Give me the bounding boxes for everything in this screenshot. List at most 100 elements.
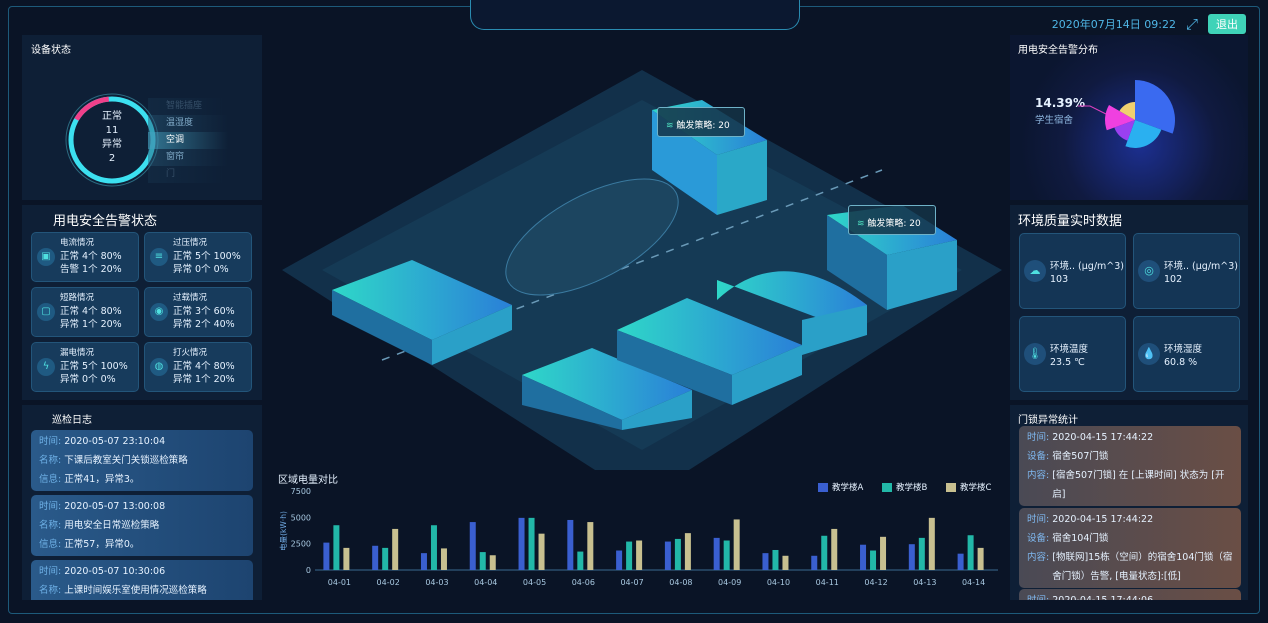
bar-教学楼B[interactable] <box>382 547 389 570</box>
bar-教学楼A[interactable] <box>713 537 720 570</box>
device-type-item[interactable]: 窗帘 <box>148 149 228 166</box>
bar-教学楼B[interactable] <box>772 549 779 570</box>
legend-item[interactable]: 教学楼A <box>818 481 863 493</box>
patrol-log-item[interactable]: 时间: 2020-05-07 23:10:04 名称: 下课后教室关门关锁巡检策略… <box>31 430 253 491</box>
x-tick-label: 04-09 <box>718 578 741 587</box>
bar-教学楼B[interactable] <box>577 551 584 570</box>
env-value: 60.8 % <box>1164 357 1198 368</box>
x-tick-label: 04-06 <box>572 578 595 587</box>
y-tick-label: 7500 <box>291 487 311 496</box>
env-card[interactable]: ◎ 环境.. (μg/m^3) 102 <box>1133 233 1240 309</box>
building <box>332 260 512 365</box>
device-type-item[interactable]: 智能插座 <box>148 98 228 115</box>
layers-icon: ≋ <box>857 219 868 229</box>
bar-教学楼B[interactable] <box>870 550 877 570</box>
env-label: 环境湿度 <box>1164 344 1203 355</box>
x-tick-label: 04-11 <box>816 578 839 587</box>
pie-label-value: 14.39% <box>1035 96 1085 110</box>
x-tick-label: 04-08 <box>669 578 692 587</box>
bar-教学楼C[interactable] <box>538 533 545 570</box>
legend-item[interactable]: 教学楼B <box>882 481 927 493</box>
overload-icon: ◉ <box>150 303 168 321</box>
bar-教学楼B[interactable] <box>333 525 340 570</box>
bar-教学楼B[interactable] <box>674 538 681 570</box>
x-tick-label: 04-13 <box>913 578 936 587</box>
pie-slice[interactable] <box>1105 105 1135 131</box>
bar-教学楼C[interactable] <box>928 517 935 570</box>
pie-label-name: 学生宿舍 <box>1035 115 1074 126</box>
humidity-icon: 💧 <box>1138 343 1160 365</box>
panel-title: 设备状态 <box>31 45 71 56</box>
bar-教学楼B[interactable] <box>723 540 730 570</box>
bar-教学楼C[interactable] <box>733 519 740 570</box>
building-strategy-tag[interactable]: ≋ 触发策略: 20 <box>657 107 745 137</box>
building <box>717 271 867 355</box>
bar-教学楼C[interactable] <box>636 540 643 570</box>
bar-教学楼B[interactable] <box>967 535 974 570</box>
bar-教学楼C[interactable] <box>977 547 984 570</box>
bar-教学楼C[interactable] <box>343 547 350 570</box>
device-status-summary: 正常 11 异常 2 <box>102 111 122 164</box>
alarm-card[interactable]: ≡ 过压情况 正常 5个 100% 异常 0个 0% <box>144 232 252 282</box>
alarm-card[interactable]: ϟ 漏电情况 正常 5个 100% 异常 0个 0% <box>31 342 139 392</box>
bar-教学楼C[interactable] <box>489 555 496 570</box>
alarm-card-line2: 告警 1个 20% <box>60 264 122 275</box>
bar-教学楼C[interactable] <box>831 528 838 570</box>
env-card[interactable]: ☁ 环境.. (μg/m^3) 103 <box>1019 233 1126 309</box>
bar-教学楼A[interactable] <box>469 522 476 570</box>
expand-icon[interactable]: ⤢ <box>1185 15 1198 33</box>
bar-教学楼C[interactable] <box>684 533 691 570</box>
bar-教学楼A[interactable] <box>762 553 769 570</box>
bar-教学楼A[interactable] <box>957 553 964 570</box>
campus-3d-scene <box>282 70 1002 470</box>
device-type-item[interactable]: 温湿度 <box>148 115 228 132</box>
bar-教学楼A[interactable] <box>372 545 379 570</box>
alarm-distribution-rose-chart <box>1105 80 1175 148</box>
device-type-item-selected[interactable]: 空调 <box>148 132 228 149</box>
alarm-card[interactable]: ◍ 打火情况 正常 4个 80% 异常 1个 20% <box>144 342 252 392</box>
alarm-card[interactable]: ▣ 电流情况 正常 4个 80% 告警 1个 20% <box>31 232 139 282</box>
bar-教学楼A[interactable] <box>518 517 525 570</box>
bar-教学楼A[interactable] <box>908 544 915 570</box>
env-label: 环境.. (μg/m^3) <box>1164 261 1239 272</box>
bar-教学楼A[interactable] <box>616 550 623 570</box>
bar-教学楼B[interactable] <box>626 541 633 570</box>
bar-教学楼A[interactable] <box>323 542 330 570</box>
alarm-card[interactable]: ▢ 短路情况 正常 4个 80% 异常 1个 20% <box>31 287 139 337</box>
bar-教学楼B[interactable] <box>918 537 925 570</box>
bar-教学楼C[interactable] <box>440 548 447 570</box>
leakage-icon: ϟ <box>37 358 55 376</box>
pie-slice[interactable] <box>1119 102 1135 120</box>
x-tick-label: 04-14 <box>962 578 985 587</box>
logout-button[interactable]: 退出 <box>1208 14 1246 34</box>
bar-教学楼A[interactable] <box>420 553 427 570</box>
alarm-card-line1: 正常 5个 100% <box>60 361 128 372</box>
short-circuit-icon: ▢ <box>37 303 55 321</box>
pie-slice[interactable] <box>1135 80 1175 134</box>
pie-slice[interactable] <box>1125 120 1162 148</box>
env-card[interactable]: 🌡 环境温度 23.5 ℃ <box>1019 316 1126 392</box>
alarm-card-line2: 异常 2个 40% <box>173 319 235 330</box>
bar-教学楼A[interactable] <box>811 555 818 570</box>
bar-教学楼C[interactable] <box>782 555 789 570</box>
bar-教学楼C[interactable] <box>587 522 594 570</box>
bar-教学楼C[interactable] <box>880 536 887 570</box>
bar-教学楼A[interactable] <box>860 544 867 570</box>
building-strategy-tag[interactable]: ≋ 触发策略: 20 <box>848 205 936 235</box>
bar-教学楼B[interactable] <box>528 517 535 570</box>
bar-教学楼C[interactable] <box>392 528 399 570</box>
bar-教学楼A[interactable] <box>567 519 574 570</box>
legend-item[interactable]: 教学楼C <box>946 481 991 493</box>
patrol-log-item[interactable]: 时间: 2020-05-07 13:00:08 名称: 用电安全日常巡检策略 信息:… <box>31 495 253 556</box>
patrol-log-item[interactable]: 时间: 2020-05-07 10:30:06 名称: 上课时间娱乐室使用情况巡检… <box>31 560 253 600</box>
x-tick-label: 04-05 <box>523 578 546 587</box>
bar-教学楼B[interactable] <box>479 552 486 570</box>
bar-教学楼A[interactable] <box>664 541 671 570</box>
env-card[interactable]: 💧 环境湿度 60.8 % <box>1133 316 1240 392</box>
pie-slice[interactable] <box>1114 120 1135 141</box>
bar-教学楼B[interactable] <box>430 525 437 570</box>
air-icon: ◎ <box>1138 260 1160 282</box>
alarm-card[interactable]: ◉ 过载情况 正常 3个 60% 异常 2个 40% <box>144 287 252 337</box>
device-type-item[interactable]: 门 <box>148 166 228 183</box>
bar-教学楼B[interactable] <box>821 535 828 570</box>
